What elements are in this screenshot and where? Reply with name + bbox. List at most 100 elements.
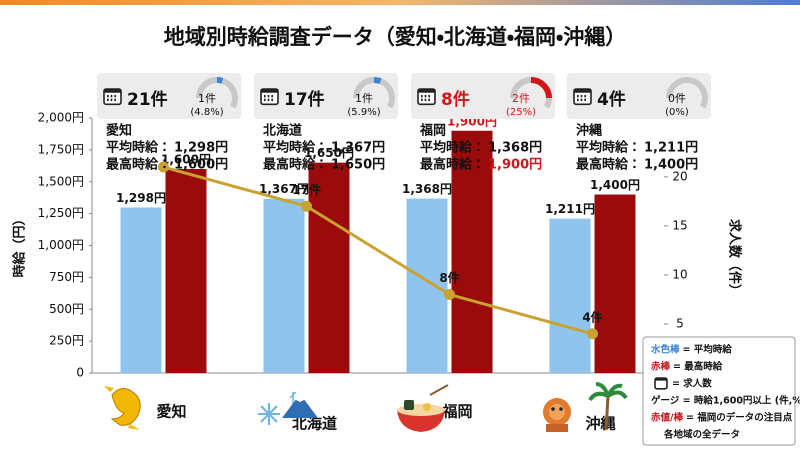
calendar-icon-cell <box>577 98 579 102</box>
bar-value-label: 1,367円 <box>259 182 309 196</box>
y2-axis-label: 求人数（件） <box>727 219 743 297</box>
calendar-icon-cell <box>428 98 430 102</box>
card-count: 4件 <box>597 89 626 110</box>
y-axis-label: 時給（円） <box>12 212 28 277</box>
gauge-percent-label: (4.8%) <box>190 107 223 118</box>
card-max-label: 最高時給： <box>263 157 328 173</box>
bar <box>308 162 350 373</box>
okinawa-icon <box>543 382 628 432</box>
bar <box>594 194 636 373</box>
calendar-icon-cell <box>264 98 266 102</box>
calendar-icon-cell <box>580 98 583 102</box>
card-region: 福岡 <box>419 123 446 139</box>
card-max-label: 最高時給： <box>576 157 641 173</box>
card-avg-value: 1,367円 <box>331 141 385 156</box>
plot: 0 250円 500円 750円 1,000円 1,250円 1,500円 1,750円 2,0… <box>38 111 688 433</box>
y-tick-label: 1,750円 <box>38 142 84 156</box>
calendar-icon-cell <box>424 94 427 98</box>
y2-tick-label: 5 <box>676 316 684 330</box>
bar <box>120 207 162 373</box>
fukuoka-icon <box>397 384 449 432</box>
line-value-label: 8件 <box>439 270 459 285</box>
y-tick-label: 1,500円 <box>38 174 84 188</box>
card-avg-label: 平均時給： <box>106 140 171 156</box>
calendar-icon-top <box>104 89 121 93</box>
card-avg-label: 平均時給： <box>576 140 641 156</box>
legend-text: = 求人数 <box>672 378 712 390</box>
line-point <box>158 161 169 173</box>
card-region: 愛知 <box>106 123 132 139</box>
calendar-icon-cell <box>584 94 586 98</box>
bar <box>406 198 448 373</box>
card-avg-value: 1,298円 <box>174 141 228 156</box>
bar <box>549 218 591 373</box>
gauge-percent-label: (25%) <box>506 107 536 118</box>
calendar-icon-cell <box>110 98 113 102</box>
line-point <box>587 328 598 340</box>
y-tick-label: 1,000円 <box>38 238 84 252</box>
calendar-icon-cell <box>424 98 427 102</box>
x-tick-label: 北海道 <box>292 415 337 433</box>
gauge-count: 0件 <box>668 92 686 105</box>
legend-key: 赤棒 <box>650 361 671 373</box>
bar-value-label: 1,600円 <box>161 153 211 167</box>
legend-text: 各地域の全データ <box>663 429 740 441</box>
aichi-icon <box>104 386 141 430</box>
x-tick-label: 沖縄 <box>585 415 615 433</box>
calendar-icon-cell <box>267 98 270 102</box>
hokkaido-icon <box>258 391 318 425</box>
bar-value-label: 1,298円 <box>116 191 166 205</box>
y-tick-label: 750円 <box>49 270 84 284</box>
y2-tick-label: 10 <box>672 267 687 281</box>
card-avg-label: 平均時給： <box>420 140 485 156</box>
bar-value-label: 1,650円 <box>304 146 354 160</box>
calendar-icon-cell <box>114 94 116 98</box>
calendar-icon-cell <box>267 94 270 98</box>
card-count: 21件 <box>127 89 168 110</box>
legend-text: = 平均時給 <box>683 344 733 356</box>
calendar-icon-cell <box>110 94 113 98</box>
legend-text: ゲージ = 時給1,600円以上 (件,%) <box>651 395 800 407</box>
legend-text: = 福岡のデータの注目点 <box>686 412 793 424</box>
y-tick-label: 250円 <box>49 334 84 348</box>
top-strip <box>0 0 800 5</box>
card-region: 北海道 <box>263 123 302 139</box>
gauge-count: 2件 <box>512 92 530 105</box>
calendar-icon-cell <box>271 94 273 98</box>
card-region: 沖縄 <box>576 123 602 139</box>
calendar-icon-cell <box>584 98 586 102</box>
line-point <box>444 289 455 301</box>
bar-value-label: 1,211円 <box>545 202 595 216</box>
calendar-icon-cell <box>107 98 109 102</box>
calendar-icon-top <box>418 89 435 93</box>
region-icons <box>104 382 628 432</box>
gauge-count: 1件 <box>355 92 373 105</box>
gauge-value <box>530 77 552 99</box>
card-avg-value: 1,368円 <box>488 141 542 156</box>
card-avg-value: 1,211円 <box>644 141 698 156</box>
card-max-value: 1,650円 <box>331 158 385 173</box>
gauge-value <box>216 77 224 84</box>
gauge-track <box>666 77 708 109</box>
legend-text: = 最高時給 <box>673 361 723 373</box>
calendar-icon-cell <box>577 94 579 98</box>
card-max-label: 最高時給： <box>420 157 485 173</box>
legend-key: 赤値/棒 <box>650 412 683 424</box>
legend-box <box>642 336 796 446</box>
card-max-label: 最高時給： <box>106 157 171 173</box>
line <box>163 165 593 336</box>
bar <box>165 169 207 373</box>
bar-value-label: 1,368円 <box>402 182 452 196</box>
card-avg-label: 平均時給： <box>263 140 328 156</box>
x-tick-label: 愛知 <box>156 403 186 421</box>
bar <box>263 198 305 373</box>
calendar-icon-cell <box>580 94 583 98</box>
bar <box>451 130 493 373</box>
line-point <box>301 200 312 212</box>
calendar-icon-top <box>574 89 591 93</box>
calendar-icon-cell <box>428 94 430 98</box>
x-tick-label: 福岡 <box>441 403 472 421</box>
y-tick-label: 500円 <box>49 302 84 316</box>
